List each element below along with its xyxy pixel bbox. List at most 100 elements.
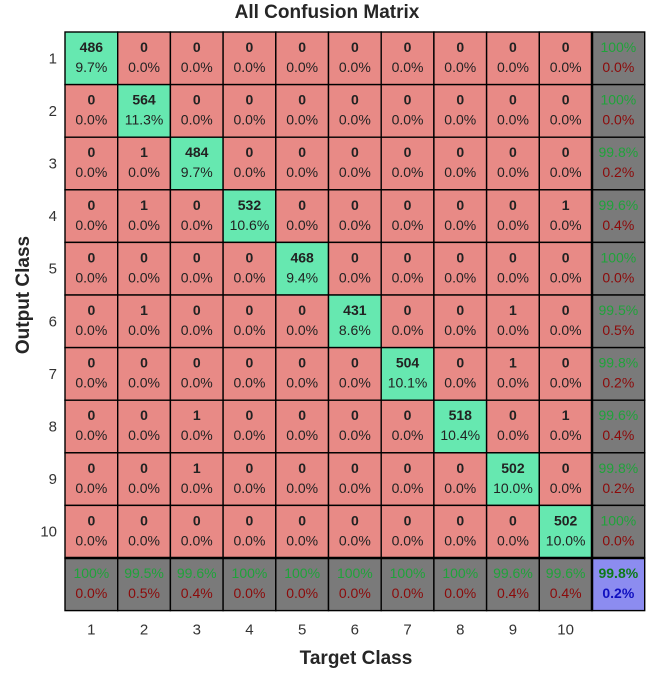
matrix-cell [327, 31, 382, 86]
row-summary-correct: 100% [600, 39, 636, 55]
col-summary-correct: 100% [73, 565, 109, 581]
row-summary-cell [591, 346, 646, 401]
cell-count: 0 [509, 92, 517, 108]
y-tick-label: 3 [49, 156, 57, 173]
cell-count: 0 [246, 249, 254, 265]
matrix-cell [327, 294, 382, 349]
cell-count: 0 [456, 355, 464, 371]
cell-percent: 0.0% [233, 532, 265, 548]
cell-percent: 10.1% [388, 375, 428, 391]
cell-percent: 0.0% [181, 375, 213, 391]
col-summary-error: 0.0% [286, 585, 318, 601]
col-summary-error: 0.0% [233, 585, 265, 601]
col-summary-cell [222, 557, 277, 612]
cell-count: 0 [404, 512, 412, 528]
cell-percent: 0.0% [75, 217, 107, 233]
cell-percent: 0.0% [75, 375, 107, 391]
matrix-cell [433, 189, 488, 244]
cell-count: 0 [562, 144, 570, 160]
matrix-cell [485, 189, 541, 244]
col-summary-correct: 100% [337, 565, 373, 581]
x-axis-label: Target Class [299, 648, 413, 669]
y-tick-label: 5 [49, 261, 57, 278]
row-summary-correct: 100% [600, 92, 636, 108]
matrix-cell [485, 346, 541, 401]
cell-percent: 0.0% [497, 112, 529, 128]
row-summary-correct: 99.6% [598, 407, 638, 423]
cell-percent: 0.0% [128, 532, 160, 548]
cell-percent: 0.0% [392, 269, 424, 285]
overall-accuracy: 99.8% [598, 565, 638, 581]
cell-percent: 10.0% [493, 480, 533, 496]
cell-count: 0 [351, 249, 359, 265]
cell-count: 0 [562, 460, 570, 476]
cell-percent: 0.0% [444, 480, 476, 496]
cell-count: 0 [193, 512, 201, 528]
cell-percent: 8.6% [339, 322, 371, 338]
cell-count: 564 [132, 92, 156, 108]
cell-count: 0 [404, 302, 412, 318]
cell-percent: 0.0% [444, 112, 476, 128]
cell-percent: 0.0% [128, 375, 160, 391]
cell-percent: 0.0% [444, 375, 476, 391]
cell-count: 0 [404, 39, 412, 55]
cell-count: 504 [396, 355, 420, 371]
cell-percent: 0.0% [444, 164, 476, 180]
cell-percent: 0.0% [339, 269, 371, 285]
cell-percent: 0.0% [497, 217, 529, 233]
cell-percent: 0.0% [286, 480, 318, 496]
matrix-cell [222, 504, 277, 559]
matrix-cell [116, 189, 172, 244]
cell-percent: 0.0% [444, 269, 476, 285]
cell-count: 0 [456, 39, 464, 55]
row-summary-error: 0.2% [602, 480, 634, 496]
cell-count: 0 [562, 249, 570, 265]
y-tick-label: 2 [49, 103, 57, 120]
cell-count: 0 [193, 197, 201, 213]
cell-percent: 0.0% [339, 164, 371, 180]
col-summary-cell [116, 557, 172, 612]
cell-percent: 0.0% [286, 427, 318, 443]
cell-percent: 0.0% [392, 427, 424, 443]
cell-percent: 0.0% [444, 532, 476, 548]
cell-percent: 0.0% [75, 112, 107, 128]
cell-count: 0 [193, 355, 201, 371]
cell-percent: 0.0% [339, 427, 371, 443]
cell-count: 0 [193, 39, 201, 55]
cell-percent: 0.0% [550, 375, 582, 391]
matrix-cell [169, 399, 224, 454]
cell-count: 0 [298, 144, 306, 160]
row-summary-error: 0.0% [602, 532, 634, 548]
row-summary-error: 0.0% [602, 112, 634, 128]
matrix-cell [327, 189, 382, 244]
row-summary-error: 0.4% [602, 217, 634, 233]
col-summary-error: 0.4% [181, 585, 213, 601]
cell-count: 0 [87, 92, 95, 108]
cell-percent: 0.0% [444, 322, 476, 338]
cell-count: 0 [140, 512, 148, 528]
cell-percent: 0.0% [550, 427, 582, 443]
cell-count: 0 [404, 144, 412, 160]
x-tick-label: 10 [557, 622, 574, 639]
overall-error: 0.2% [602, 585, 634, 601]
cell-count: 502 [554, 512, 578, 528]
cell-percent: 0.0% [233, 164, 265, 180]
cell-percent: 0.0% [233, 112, 265, 128]
cell-count: 1 [140, 144, 148, 160]
cell-count: 0 [140, 460, 148, 476]
cell-percent: 0.0% [181, 480, 213, 496]
cell-count: 0 [351, 144, 359, 160]
cell-percent: 10.0% [546, 532, 586, 548]
cell-percent: 0.0% [444, 217, 476, 233]
cell-count: 0 [562, 302, 570, 318]
cell-percent: 0.0% [233, 375, 265, 391]
matrix-cell [169, 241, 224, 296]
matrix-cell [380, 189, 435, 244]
matrix-cell [222, 241, 277, 296]
col-summary-error: 0.0% [75, 585, 107, 601]
x-tick-label: 4 [245, 622, 253, 639]
cell-count: 0 [456, 197, 464, 213]
row-summary-error: 0.0% [602, 269, 634, 285]
cell-percent: 0.0% [233, 322, 265, 338]
cell-percent: 0.0% [497, 532, 529, 548]
